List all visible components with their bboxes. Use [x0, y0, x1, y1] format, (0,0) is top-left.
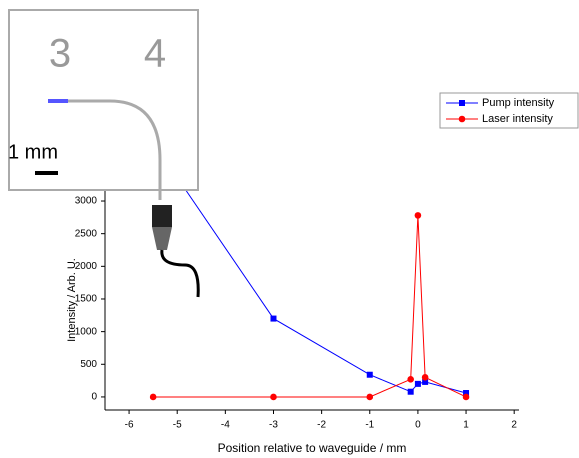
- data-point: [421, 374, 429, 381]
- data-point: [462, 393, 470, 401]
- inset-image: 3 4 1 mm: [8, 9, 200, 298]
- plot-area: 0 500 1000 1500 2000 2500 3000 -6 -5 -4 -3 -2 -1 0 1 2: [75, 90, 519, 431]
- data-point: [407, 376, 414, 383]
- data-point: [270, 393, 277, 401]
- series-line: [152, 141, 467, 394]
- legend: Pump intensity Laser intensity: [439, 92, 579, 129]
- x-axis-label: Position relative to waveguide / mm: [218, 441, 407, 455]
- x-tick-label: -6: [125, 420, 134, 431]
- y-tick-label: 1500: [75, 294, 98, 305]
- data-point: [407, 388, 414, 395]
- x-tick-label: -5: [173, 420, 182, 431]
- legend-label: Laser intensity: [482, 113, 553, 125]
- legend-marker: [459, 100, 465, 106]
- y-axis-label: Intensity / Arb. U.: [66, 258, 78, 342]
- data-point: [366, 371, 373, 378]
- x-tick-label: 2: [511, 420, 517, 431]
- x-tick-label: -4: [221, 420, 230, 431]
- data-point: [414, 212, 422, 219]
- cable: [160, 249, 200, 298]
- x-tick-label: 1: [463, 420, 469, 431]
- data-point: [149, 393, 157, 401]
- scale-bar-label: 1 mm: [8, 141, 58, 163]
- connector: [152, 205, 172, 227]
- inset-label: 3: [49, 32, 71, 76]
- data-point: [270, 315, 277, 322]
- x-tick-label: -3: [269, 420, 278, 431]
- data-point: [366, 393, 374, 401]
- legend-label: Pump intensity: [482, 97, 555, 109]
- fiber: [68, 99, 162, 200]
- data-point: [414, 380, 421, 387]
- data-point: [463, 390, 470, 397]
- y-tick-label: 2500: [75, 228, 98, 239]
- x-tick-label: -2: [317, 420, 326, 431]
- y-tick-label: 1000: [75, 326, 98, 337]
- y-tick-label: 0: [91, 392, 97, 403]
- data-point: [422, 378, 429, 385]
- y-tick-label: 2000: [75, 261, 98, 272]
- connector-tip: [152, 227, 172, 250]
- series-line: [153, 215, 467, 398]
- legend-marker: [458, 115, 466, 123]
- x-tick-label: 0: [415, 420, 421, 431]
- y-tick-label: 500: [80, 359, 97, 370]
- inset-label: 4: [144, 32, 166, 76]
- y-tick-label: 3000: [75, 196, 98, 207]
- x-tick-label: -1: [365, 420, 374, 431]
- legend-box: [439, 92, 579, 129]
